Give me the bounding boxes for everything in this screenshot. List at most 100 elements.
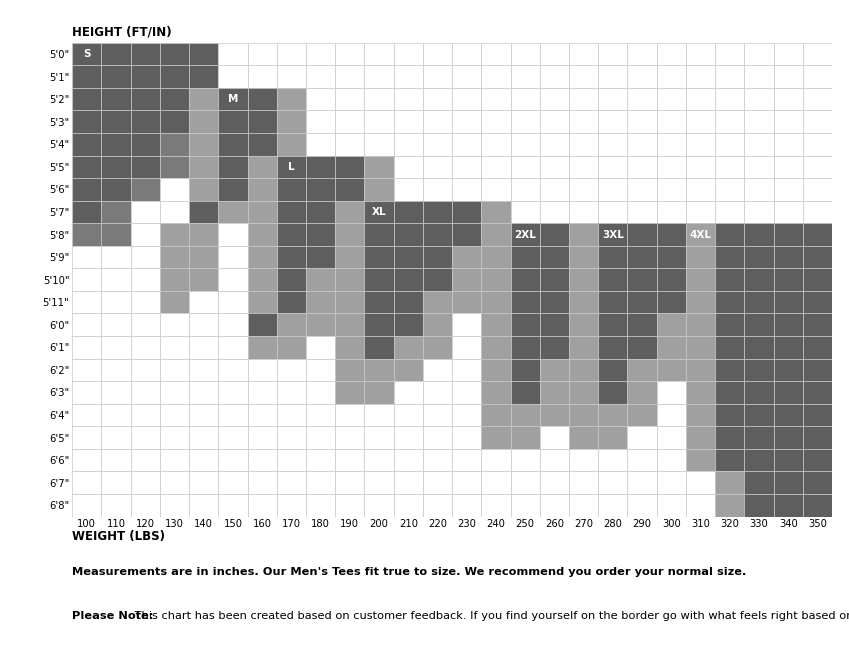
Bar <box>599 155 627 178</box>
Bar <box>189 381 218 404</box>
Bar <box>394 43 423 65</box>
Bar <box>101 471 131 494</box>
Bar <box>745 426 773 449</box>
Text: M: M <box>228 94 238 104</box>
Bar <box>423 223 453 246</box>
Bar <box>335 155 364 178</box>
Bar <box>569 65 599 88</box>
Bar <box>773 494 803 517</box>
Bar <box>218 471 248 494</box>
Text: This chart has been created based on customer feedback. If you find yourself on : This chart has been created based on cus… <box>131 611 849 620</box>
Bar <box>627 313 656 336</box>
Bar <box>72 426 101 449</box>
Bar <box>715 246 745 268</box>
Bar <box>335 449 364 471</box>
Bar <box>540 201 569 223</box>
Bar <box>452 88 481 111</box>
Bar <box>189 133 218 155</box>
Bar <box>277 359 306 381</box>
Bar <box>540 155 569 178</box>
Bar <box>131 133 160 155</box>
Bar <box>394 223 423 246</box>
Bar <box>72 291 101 313</box>
Bar <box>452 223 481 246</box>
Bar <box>189 268 218 291</box>
Bar <box>248 178 277 201</box>
Bar <box>481 381 510 404</box>
Bar <box>248 404 277 426</box>
Bar <box>656 381 686 404</box>
Bar <box>452 381 481 404</box>
Bar <box>656 111 686 133</box>
Bar <box>715 155 745 178</box>
Bar <box>248 494 277 517</box>
Bar <box>72 65 101 88</box>
Text: Measurements are in inches. Our Men's Tees fit true to size. We recommend you or: Measurements are in inches. Our Men's Te… <box>72 567 746 577</box>
Bar <box>773 88 803 111</box>
Bar <box>131 201 160 223</box>
Bar <box>101 359 131 381</box>
Bar <box>569 88 599 111</box>
Bar <box>686 426 715 449</box>
Bar <box>715 449 745 471</box>
Bar <box>218 178 248 201</box>
Bar <box>72 313 101 336</box>
Bar <box>248 246 277 268</box>
Bar <box>101 268 131 291</box>
Bar <box>745 291 773 313</box>
Bar <box>803 133 832 155</box>
Bar <box>715 494 745 517</box>
Bar <box>452 336 481 359</box>
Bar <box>248 88 277 111</box>
Bar <box>686 359 715 381</box>
Bar <box>335 404 364 426</box>
Bar <box>423 404 453 426</box>
Bar <box>101 111 131 133</box>
Bar <box>277 449 306 471</box>
Bar <box>510 404 540 426</box>
Bar <box>481 404 510 426</box>
Bar <box>745 223 773 246</box>
Bar <box>686 381 715 404</box>
Bar <box>510 65 540 88</box>
Bar <box>101 178 131 201</box>
Bar <box>72 201 101 223</box>
Bar <box>131 88 160 111</box>
Bar <box>540 494 569 517</box>
Bar <box>686 65 715 88</box>
Bar <box>277 88 306 111</box>
Bar <box>306 426 335 449</box>
Bar <box>364 133 394 155</box>
Bar <box>306 313 335 336</box>
Bar <box>277 201 306 223</box>
Bar <box>745 88 773 111</box>
Bar <box>189 155 218 178</box>
Bar <box>599 201 627 223</box>
Bar <box>715 43 745 65</box>
Bar <box>423 313 453 336</box>
Bar <box>423 246 453 268</box>
Bar <box>803 223 832 246</box>
Bar <box>745 359 773 381</box>
Bar <box>452 426 481 449</box>
Bar <box>569 313 599 336</box>
Bar <box>510 426 540 449</box>
Bar <box>627 88 656 111</box>
Bar <box>656 65 686 88</box>
Bar <box>627 426 656 449</box>
Bar <box>277 471 306 494</box>
Bar <box>160 381 189 404</box>
Bar <box>627 471 656 494</box>
Bar <box>277 313 306 336</box>
Bar <box>218 133 248 155</box>
Bar <box>131 449 160 471</box>
Bar <box>745 246 773 268</box>
Bar <box>423 381 453 404</box>
Bar <box>306 155 335 178</box>
Bar <box>627 178 656 201</box>
Bar <box>189 471 218 494</box>
Bar <box>599 404 627 426</box>
Bar <box>481 494 510 517</box>
Bar <box>627 359 656 381</box>
Bar <box>803 381 832 404</box>
